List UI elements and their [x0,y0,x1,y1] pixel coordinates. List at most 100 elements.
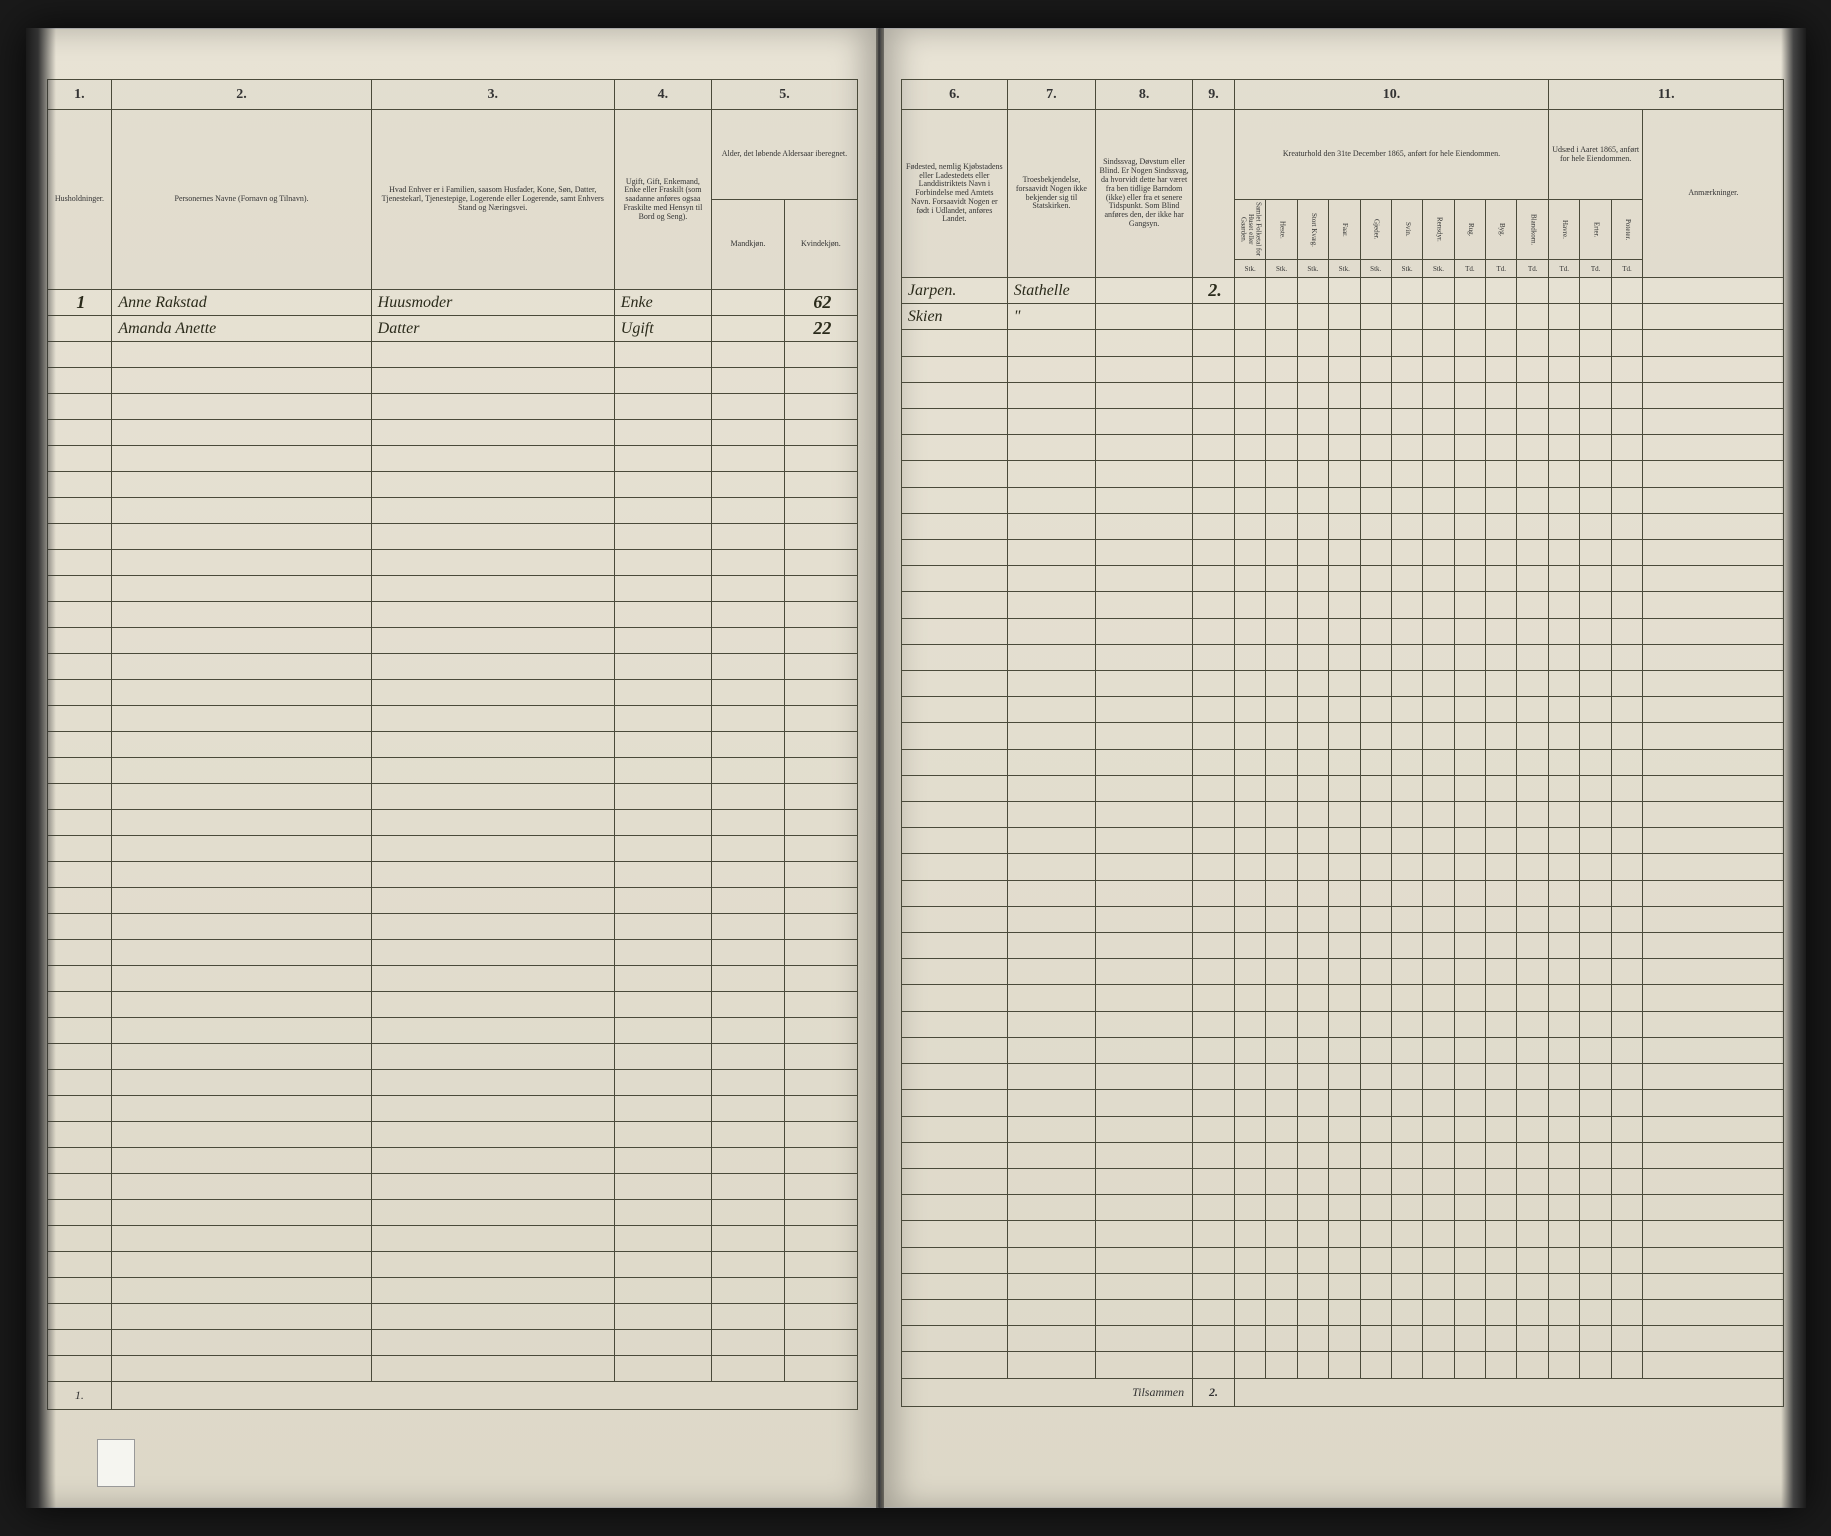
cell: " [1007,304,1095,330]
table-row [47,1226,857,1252]
cell [1007,540,1095,566]
cell: 22 [784,316,857,342]
hdr-fodested: Fødested, nemlig Kjøbstadens eller Lades… [901,110,1007,278]
table-row [901,592,1784,618]
cell [47,602,112,628]
cell [1517,618,1549,644]
cell [1486,644,1517,670]
cell [1643,1037,1784,1063]
cell [1193,566,1235,592]
cell [1517,330,1549,356]
cell [712,784,785,810]
cell [1549,644,1580,670]
cell [1360,278,1391,304]
cell [1234,749,1265,775]
cell [1517,1037,1549,1063]
cell [1193,409,1235,435]
cell [1423,1326,1454,1352]
cell [1329,1273,1360,1299]
sub-header: Erter. [1580,200,1611,260]
hdr-familie: Hvad Enhver er i Familien, saasom Husfad… [371,110,614,290]
cell [1517,487,1549,513]
cell [901,671,1007,697]
table-row [47,446,857,472]
cell [1096,1221,1193,1247]
cell [1234,802,1265,828]
cell [614,706,711,732]
cell [1391,461,1422,487]
cell [1266,906,1297,932]
cell [784,550,857,576]
cell [1580,513,1611,539]
table-row [901,1116,1784,1142]
col-num-9: 9. [1193,80,1235,110]
table-row [47,1018,857,1044]
table-row [47,758,857,784]
cell [1266,723,1297,749]
cell [1297,644,1328,670]
cell [1234,644,1265,670]
cell [1549,697,1580,723]
cell [1193,1142,1235,1168]
unit-header: Stk. [1297,260,1328,278]
cell [1486,356,1517,382]
cell [1297,933,1328,959]
cell [1549,566,1580,592]
table-row [47,602,857,628]
cell [1193,723,1235,749]
cell [1234,278,1265,304]
cell [1360,802,1391,828]
cell [1096,828,1193,854]
cell [47,394,112,420]
cell [371,1044,614,1070]
cell [1611,1273,1642,1299]
cell [1193,540,1235,566]
cell [371,550,614,576]
cell [1329,749,1360,775]
cell [1454,933,1485,959]
cell [784,602,857,628]
cell [1643,513,1784,539]
cell [1486,959,1517,985]
cell [784,1148,857,1174]
cell [784,628,857,654]
hdr-status: Ugift, Gift, Enkemand, Enke eller Fraski… [614,110,711,290]
cell [1611,1142,1642,1168]
cell [47,316,112,342]
cell [1517,828,1549,854]
cell [1391,356,1422,382]
col-num-1: 1. [47,80,112,110]
cell [614,342,711,368]
footer-blank-r [1234,1379,1784,1407]
cell [1234,1247,1265,1273]
cell [784,472,857,498]
cell [1007,1352,1095,1379]
cell [1391,854,1422,880]
cell [1329,697,1360,723]
cell [1454,278,1485,304]
cell [1423,1090,1454,1116]
table-row [47,1356,857,1382]
cell [112,1252,371,1278]
cell [1643,356,1784,382]
table-row [47,628,857,654]
footer-value: 2. [1193,1379,1235,1407]
cell [1391,1090,1422,1116]
cell [1234,382,1265,408]
cell [1007,1168,1095,1194]
cell [1517,566,1549,592]
cell [1611,1247,1642,1273]
cell [1193,959,1235,985]
cell [1007,1011,1095,1037]
cell [1454,1195,1485,1221]
cell [901,644,1007,670]
cell [614,1200,711,1226]
table-row [47,1200,857,1226]
cell [371,472,614,498]
table-row [901,880,1784,906]
table-row [47,654,857,680]
cell [47,472,112,498]
table-row [901,671,1784,697]
cell [112,420,371,446]
cell [1517,697,1549,723]
